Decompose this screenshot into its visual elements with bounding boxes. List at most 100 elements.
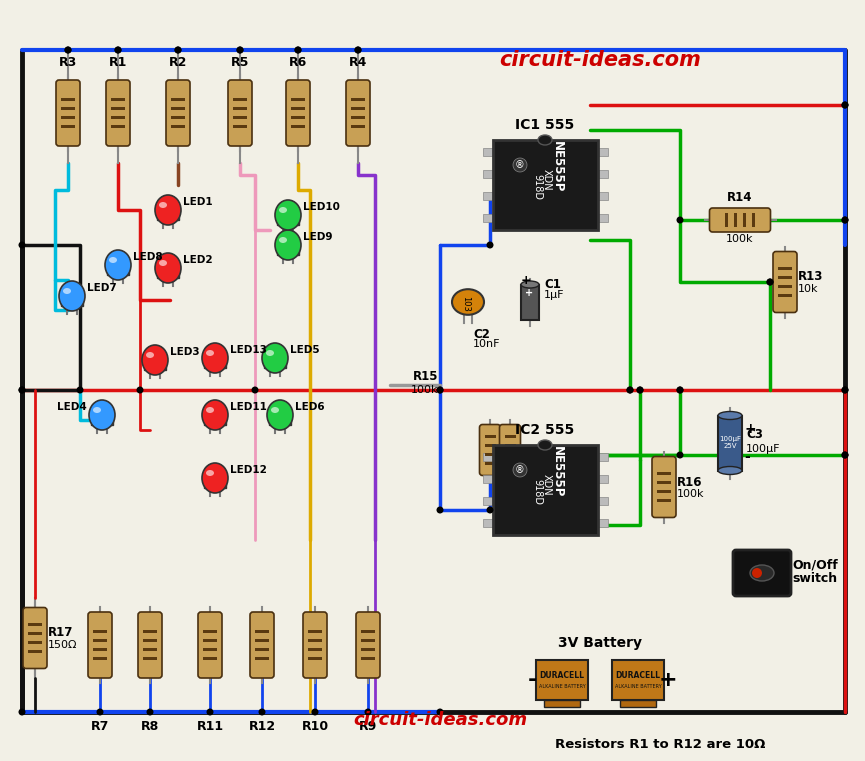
Bar (484, 444, 496, 447)
Text: DURACELL: DURACELL (540, 670, 585, 680)
Ellipse shape (59, 281, 85, 311)
Ellipse shape (206, 470, 214, 476)
Bar (504, 435, 516, 438)
Text: 10nF: 10nF (473, 339, 501, 349)
Circle shape (18, 387, 25, 393)
Bar (233, 116, 247, 119)
Text: LED2: LED2 (183, 255, 213, 265)
Text: ALKALINE BATTERY: ALKALINE BATTERY (539, 684, 586, 689)
Circle shape (236, 46, 244, 53)
Circle shape (18, 387, 25, 393)
Bar (351, 125, 365, 128)
Text: 100k: 100k (677, 489, 704, 499)
Text: ALKALINE BATTERY: ALKALINE BATTERY (615, 684, 662, 689)
Circle shape (236, 46, 244, 53)
Circle shape (175, 46, 182, 53)
Ellipse shape (159, 202, 167, 208)
Bar (203, 629, 217, 632)
Ellipse shape (266, 350, 274, 356)
Bar (492, 445, 598, 535)
Ellipse shape (159, 260, 167, 266)
Bar (351, 97, 365, 100)
Ellipse shape (109, 257, 117, 263)
Ellipse shape (718, 412, 742, 419)
Text: 10k: 10k (798, 284, 818, 294)
Bar (111, 125, 125, 128)
Bar (107, 267, 129, 275)
Bar (361, 638, 375, 642)
Text: ®: ® (516, 465, 525, 475)
Text: 100k: 100k (727, 234, 753, 244)
FancyBboxPatch shape (250, 612, 274, 678)
Text: 3V Battery: 3V Battery (558, 636, 642, 650)
Circle shape (364, 708, 371, 715)
Bar (171, 116, 185, 119)
Ellipse shape (202, 343, 228, 373)
Bar (277, 247, 299, 255)
Text: R12: R12 (248, 720, 276, 733)
Bar (308, 638, 322, 642)
Bar (255, 657, 269, 660)
Circle shape (294, 46, 302, 53)
Ellipse shape (275, 230, 301, 260)
Bar (308, 629, 322, 632)
Text: R8: R8 (141, 720, 159, 733)
Bar (504, 444, 516, 447)
Circle shape (76, 387, 84, 393)
Circle shape (676, 216, 683, 224)
FancyBboxPatch shape (166, 80, 190, 146)
Bar (291, 107, 305, 110)
Ellipse shape (267, 400, 293, 430)
Text: 100µF
25V: 100µF 25V (719, 437, 741, 450)
Bar (742, 213, 746, 227)
Bar (269, 417, 291, 425)
Ellipse shape (63, 288, 71, 294)
Bar (483, 453, 495, 461)
Ellipse shape (206, 407, 214, 413)
Circle shape (637, 387, 644, 393)
Circle shape (676, 387, 683, 393)
FancyBboxPatch shape (773, 251, 797, 313)
Ellipse shape (206, 350, 214, 356)
Circle shape (65, 46, 72, 53)
Circle shape (114, 46, 121, 53)
Bar (233, 125, 247, 128)
Bar (291, 125, 305, 128)
Circle shape (97, 708, 104, 715)
Text: LED5: LED5 (290, 345, 320, 355)
Bar (483, 192, 495, 200)
Bar (255, 648, 269, 651)
FancyBboxPatch shape (286, 80, 310, 146)
Text: NE555P: NE555P (550, 446, 563, 498)
Ellipse shape (89, 400, 115, 430)
Ellipse shape (452, 289, 484, 315)
Bar (718, 416, 742, 470)
Bar (752, 213, 754, 227)
Bar (143, 657, 157, 660)
Ellipse shape (202, 463, 228, 493)
Bar (657, 480, 671, 483)
Bar (204, 480, 226, 488)
Bar (204, 360, 226, 368)
Text: R2: R2 (169, 56, 187, 69)
Circle shape (752, 568, 762, 578)
Bar (157, 270, 179, 278)
Bar (484, 461, 496, 464)
Text: NE555P: NE555P (550, 142, 563, 193)
Circle shape (842, 387, 849, 393)
Text: R11: R11 (196, 720, 223, 733)
FancyBboxPatch shape (23, 607, 47, 668)
Text: R5: R5 (231, 56, 249, 69)
Ellipse shape (750, 565, 774, 581)
Ellipse shape (275, 200, 301, 230)
Bar (111, 107, 125, 110)
Text: R16: R16 (677, 476, 702, 489)
Bar (61, 97, 75, 100)
Bar (291, 116, 305, 119)
Bar (351, 116, 365, 119)
FancyBboxPatch shape (138, 612, 162, 678)
Bar (483, 497, 495, 505)
Bar (28, 641, 42, 644)
Bar (203, 638, 217, 642)
Bar (28, 649, 42, 652)
